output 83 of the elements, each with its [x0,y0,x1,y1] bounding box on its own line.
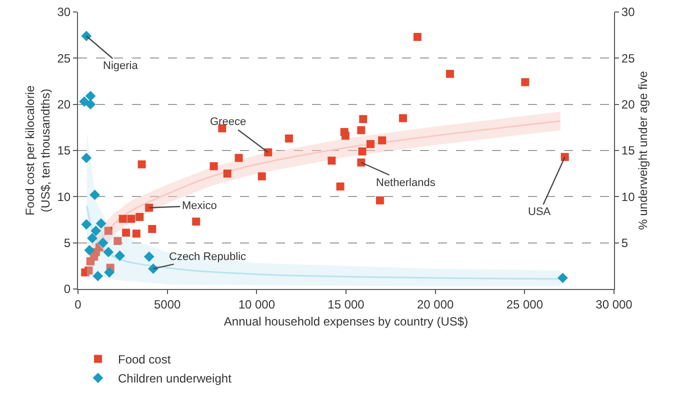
annotation: Greece [210,116,246,128]
point [98,238,108,248]
y-tick-label: 30 [57,5,71,20]
point [223,170,232,178]
point [114,250,126,261]
point [104,267,114,278]
y2-tick-label: 10 [621,190,636,204]
y-axis-title: Food cost per kilocalorie (US$, ten thousandths) [22,85,53,216]
y2-tick-label: 5 [621,236,628,250]
point [192,218,200,226]
point [359,115,368,124]
point [85,99,96,110]
point [258,172,266,180]
point [85,90,96,102]
point [328,156,336,165]
point [264,148,272,156]
y-tick-label: 5 [64,236,71,250]
x-tick-label: 20 000 [416,297,454,312]
point [132,230,140,238]
point [122,228,130,237]
point [398,114,407,122]
point [285,134,294,142]
point [145,204,154,212]
y-tick-label: 25 [57,51,71,66]
point [336,182,344,191]
point [127,214,136,223]
point [81,219,92,230]
x-tick-label: 25 000 [506,297,544,312]
x-tick-label: 30 000 [596,297,633,312]
point [446,70,454,78]
x-tick-label: 0 [74,297,82,312]
point [96,218,106,229]
y-tick-label: 15 [57,144,71,158]
annotation: USA [528,206,552,218]
y2-tick-label: 15 [621,144,636,158]
annotation: Netherlands [376,177,436,189]
point [357,126,366,134]
annotation: Nigeria [103,60,139,72]
y2-axis-title: % underweight under age five [636,70,650,230]
point [136,212,144,221]
x-axis-title: Annual household expenses by country (US$) [224,314,468,328]
point [104,226,112,235]
legend-label: Food cost [118,352,172,367]
point [144,251,154,262]
y-tick-label: 0 [64,282,71,296]
point [560,152,569,161]
point [148,263,158,274]
annotation: Czech Republic [169,251,247,263]
point [413,32,422,41]
point [378,136,386,144]
point [358,147,366,156]
point [341,132,350,140]
y-tick-label: 10 [57,190,71,204]
y2-tick-label: 30 [621,5,636,20]
point [118,214,127,223]
point [148,224,156,233]
point [210,162,218,170]
annotation: Mexico [182,200,217,212]
point [79,96,90,107]
legend-label: Children underweight [118,372,232,386]
x-tick-label: 15 000 [328,297,365,312]
point [81,152,92,164]
point [234,154,243,162]
point [90,226,102,236]
x-tick-label: 10 000 [238,297,276,312]
x-tick-label: 5000 [154,297,181,312]
point [357,158,366,166]
point [84,245,95,256]
point [366,140,374,148]
y-tick-label: 20 [57,98,71,112]
point [114,236,122,245]
point [558,272,568,284]
point [84,266,93,275]
point [87,233,98,244]
y2-tick-label: 20 [621,98,636,112]
point [103,246,114,258]
point [90,190,100,200]
point [521,78,530,86]
point [81,30,92,42]
point [376,196,384,204]
point [138,160,146,168]
point [92,270,104,282]
y2-tick-label: 25 [621,51,636,66]
